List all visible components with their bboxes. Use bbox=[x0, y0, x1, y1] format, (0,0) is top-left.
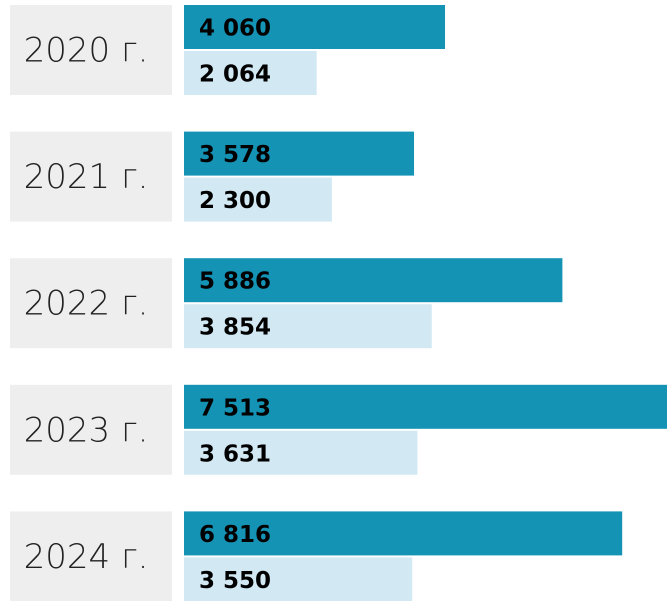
bar bbox=[184, 51, 317, 95]
bar bbox=[184, 430, 418, 475]
category-label: 2023 г. bbox=[24, 410, 149, 450]
value-label: 4 060 bbox=[199, 16, 271, 42]
bar bbox=[184, 177, 332, 222]
value-label: 2 064 bbox=[199, 62, 271, 88]
value-label: 3 550 bbox=[199, 568, 271, 594]
category-box bbox=[10, 511, 172, 601]
value-label: 2 300 bbox=[199, 188, 271, 214]
bar bbox=[184, 5, 446, 49]
category-box bbox=[10, 384, 172, 475]
bar bbox=[184, 511, 623, 556]
value-label: 3 578 bbox=[199, 142, 271, 168]
value-label: 7 513 bbox=[199, 395, 271, 421]
value-label: 3 631 bbox=[199, 441, 271, 467]
category-box bbox=[10, 258, 172, 349]
bar bbox=[184, 131, 415, 176]
category-box bbox=[10, 5, 172, 95]
value-label: 5 886 bbox=[199, 269, 271, 295]
bar bbox=[184, 557, 413, 601]
category-box bbox=[10, 131, 172, 222]
bar bbox=[184, 304, 432, 349]
category-label: 2024 г. bbox=[24, 537, 149, 577]
category-label: 2020 г. bbox=[24, 31, 149, 71]
bar bbox=[184, 384, 667, 429]
value-label: 6 816 bbox=[199, 522, 271, 548]
category-label: 2021 г. bbox=[24, 157, 149, 197]
bar bbox=[184, 258, 563, 303]
value-label: 3 854 bbox=[199, 315, 271, 341]
category-label: 2022 г. bbox=[24, 284, 149, 324]
